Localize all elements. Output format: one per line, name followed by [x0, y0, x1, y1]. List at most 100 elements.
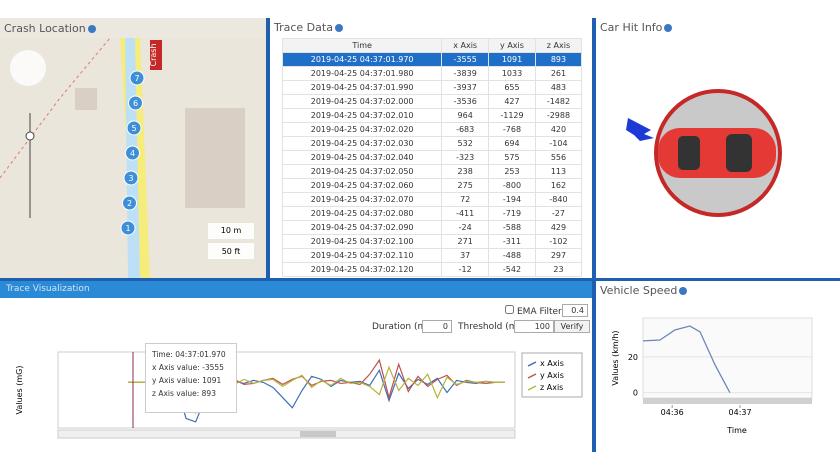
car-diagram	[626, 89, 782, 217]
cell: 694	[488, 136, 536, 151]
table-row[interactable]: 2019-04-25 04:37:02.010 964 -1129 -2988	[281, 108, 583, 123]
cell: 238	[441, 164, 490, 179]
cell: -3839	[441, 66, 490, 81]
verify-button[interactable]: Verify	[554, 320, 590, 333]
table-row[interactable]: 2019-04-25 04:37:02.080 -411 -719 -27	[281, 206, 583, 221]
tooltip-line: y Axis value: 1091	[152, 376, 222, 385]
cell: 420	[534, 122, 583, 137]
cell: -3555	[441, 52, 490, 67]
ema[interactable]: EMA Filter	[505, 305, 562, 317]
duration-input[interactable]: 0	[422, 320, 452, 333]
cell: 655	[488, 80, 536, 95]
marker-label: 7	[134, 74, 139, 83]
cell: 2019-04-25 04:37:02.010	[281, 108, 443, 123]
tooltip-line: z Axis value: 893	[152, 389, 216, 398]
ema-input[interactable]: 0.4	[562, 304, 588, 317]
cell: -3536	[441, 94, 490, 109]
cell: 1091	[488, 52, 536, 67]
divider	[592, 18, 596, 452]
table-row[interactable]: 2019-04-25 04:37:02.120 -12 -542 23	[281, 262, 583, 277]
title: Car Hit Info	[600, 21, 673, 34]
cell: 72	[441, 192, 490, 207]
cell: -2988	[534, 108, 583, 123]
table-row[interactable]: 2019-04-25 04:37:02.020 -683 -768 420	[281, 122, 583, 137]
marker-label: 1	[125, 224, 130, 233]
table-row[interactable]: 2019-04-25 04:37:02.060 275 -800 162	[281, 178, 583, 193]
cell: -311	[488, 234, 536, 249]
info-icon[interactable]	[87, 25, 96, 33]
column-header[interactable]: Time	[281, 38, 443, 53]
cell: 1033	[488, 66, 536, 81]
title-text: Crash Location	[4, 22, 86, 35]
trace-data-panel: Trace Data Time x Axis y Axis z Axis 2019-04…	[270, 18, 592, 278]
cell: 556	[534, 150, 583, 165]
cell: -411	[441, 206, 490, 221]
marker-label: 4	[130, 149, 135, 158]
column-header[interactable]: z Axis	[534, 38, 583, 53]
cell: -719	[488, 206, 536, 221]
cell: -3937	[441, 80, 490, 95]
table-row[interactable]: 2019-04-25 04:37:02.110 37 -488 297	[281, 248, 583, 263]
cell: 297	[534, 248, 583, 263]
table-row[interactable]: 2019-04-25 04:37:02.090 -24 -588 429	[281, 220, 583, 235]
cell: 964	[441, 108, 490, 123]
marker-label: 3	[128, 174, 133, 183]
map-marker	[122, 195, 137, 211]
pan-control[interactable]	[10, 50, 46, 86]
crash-flag	[150, 40, 162, 70]
building	[185, 108, 245, 208]
cell: 2019-04-25 04:37:01.980	[281, 66, 443, 81]
cell: 113	[534, 164, 583, 179]
info-icon[interactable]	[664, 24, 673, 32]
duration-label: Duration (ms)	[372, 322, 435, 332]
cell: 2019-04-25 04:37:01.970	[281, 52, 443, 67]
cell: 2019-04-25 04:37:02.020	[281, 122, 443, 137]
cell: 2019-04-25 04:37:02.070	[281, 192, 443, 207]
title: Vehicle Speed	[600, 284, 688, 297]
cell: -27	[534, 206, 583, 221]
cell: -1129	[488, 108, 536, 123]
header-row: Time x Axis y Axis z Axis	[281, 38, 583, 53]
title-text: Trace Data	[274, 21, 333, 34]
cell: 271	[441, 234, 490, 249]
cell: 2019-04-25 04:37:02.050	[281, 164, 443, 179]
cell: -102	[534, 234, 583, 249]
cell: -1482	[534, 94, 583, 109]
tooltip: Time: 04:37:01.970 x Axis value: -3555 y…	[145, 343, 237, 413]
table-row[interactable]: 2019-04-25 04:37:01.970 -3555 1091 893	[281, 52, 583, 67]
table-row[interactable]: 2019-04-25 04:37:02.040 -323 575 556	[281, 150, 583, 165]
cell: 2019-04-25 04:37:02.060	[281, 178, 443, 193]
table-row[interactable]: 2019-04-25 04:37:02.070 72 -194 -840	[281, 192, 583, 207]
title: Trace Data	[274, 21, 343, 34]
marker-label: 5	[131, 124, 136, 133]
threshold-input[interactable]: 100	[514, 320, 554, 333]
cell: 427	[488, 94, 536, 109]
cell: 483	[534, 80, 583, 95]
info-icon[interactable]	[679, 287, 688, 295]
table-row[interactable]: 2019-04-25 04:37:02.000 -3536 427 -1482	[281, 94, 583, 109]
ema-checkbox[interactable]	[505, 305, 514, 314]
cell: 162	[534, 178, 583, 193]
table-row[interactable]: 2019-04-25 04:37:01.980 -3839 1033 261	[281, 66, 583, 81]
cell: -104	[534, 136, 583, 151]
scale-box	[208, 243, 254, 259]
cell: 2019-04-25 04:37:02.040	[281, 150, 443, 165]
table-row[interactable]: 2019-04-25 04:37:02.050 238 253 113	[281, 164, 583, 179]
info-icon[interactable]	[334, 24, 343, 32]
cell: 575	[488, 150, 536, 165]
zoom-knob[interactable]	[25, 131, 35, 141]
marker-label: 6	[133, 99, 138, 108]
title-text: Car Hit Info	[600, 21, 663, 34]
cell: 2019-04-25 04:37:02.090	[281, 220, 443, 235]
map-marker	[128, 95, 143, 111]
column-header[interactable]: x Axis	[441, 38, 490, 53]
tooltip-time: Time: 04:37:01.970	[152, 350, 226, 359]
cell: 275	[441, 178, 490, 193]
windshield	[726, 134, 752, 172]
tooltip-line: x Axis value: -3555	[152, 363, 224, 372]
scale-box	[208, 223, 254, 239]
column-header[interactable]: y Axis	[488, 38, 536, 53]
table-row[interactable]: 2019-04-25 04:37:02.030 532 694 -104	[281, 136, 583, 151]
table-row[interactable]: 2019-04-25 04:37:02.100 271 -311 -102	[281, 234, 583, 249]
table-row[interactable]: 2019-04-25 04:37:01.990 -3937 655 483	[281, 80, 583, 95]
